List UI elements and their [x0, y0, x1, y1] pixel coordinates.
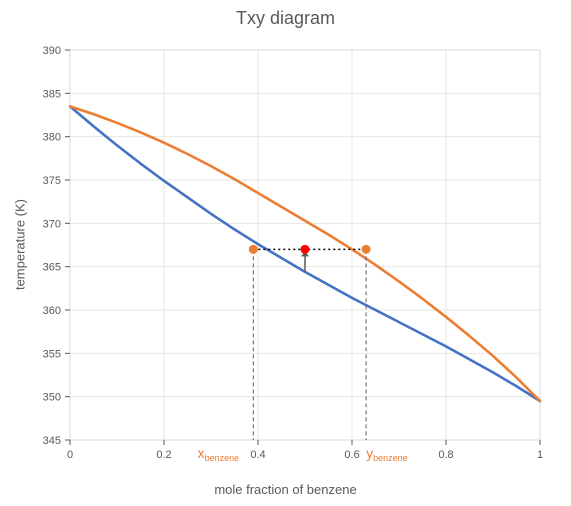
x-axis-label: mole fraction of benzene	[0, 482, 571, 497]
svg-text:385: 385	[43, 88, 61, 100]
y-axis-label: temperature (K)	[13, 185, 28, 305]
svg-text:345: 345	[43, 435, 61, 447]
svg-text:0.6: 0.6	[344, 449, 359, 461]
chart-title: Txy diagram	[0, 8, 571, 29]
svg-text:0.8: 0.8	[438, 449, 453, 461]
svg-text:365: 365	[43, 262, 61, 274]
svg-text:390: 390	[43, 45, 61, 57]
svg-text:380: 380	[43, 132, 61, 144]
svg-text:0.4: 0.4	[250, 449, 265, 461]
svg-text:360: 360	[43, 305, 61, 317]
svg-text:1: 1	[537, 449, 543, 461]
svg-text:0.2: 0.2	[156, 449, 171, 461]
svg-text:375: 375	[43, 175, 61, 187]
chart-plot: 345 350 355 360 365 370 375 380 385 390 0 0.2 0.4 0.6…	[0, 0, 571, 506]
svg-text:350: 350	[43, 392, 61, 404]
svg-text:xbenzene: xbenzene	[198, 445, 240, 463]
svg-text:355: 355	[43, 348, 61, 360]
svg-text:0: 0	[67, 449, 73, 461]
svg-text:ybenzene: ybenzene	[366, 445, 408, 463]
txy-chart-container: Txy diagram temperature (K) 345 350 355 360…	[0, 0, 571, 506]
svg-text:370: 370	[43, 218, 61, 230]
